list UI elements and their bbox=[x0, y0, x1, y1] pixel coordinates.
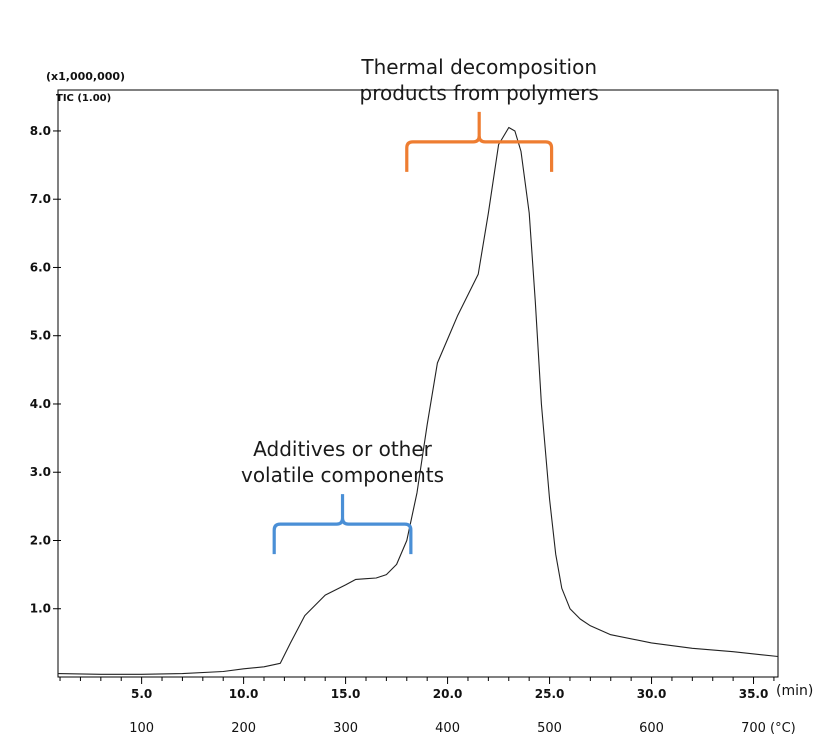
annotation-text: Additives or other bbox=[253, 437, 432, 461]
y-scale-label: (x1,000,000) bbox=[46, 70, 125, 83]
trace-label: TIC (1.00) bbox=[56, 93, 111, 104]
x-tick-label: 35.0 bbox=[739, 687, 769, 701]
x-tick-label: 20.0 bbox=[433, 687, 463, 701]
x-tick-label: 10.0 bbox=[229, 687, 259, 701]
annotation-text: volatile components bbox=[241, 463, 444, 487]
y-tick-label: 7.0 bbox=[30, 192, 51, 206]
x-tick-label: 5.0 bbox=[131, 687, 152, 701]
annotation-text: Thermal decomposition bbox=[360, 55, 597, 79]
annotation-bracket bbox=[405, 111, 554, 172]
y-tick-label: 8.0 bbox=[30, 124, 51, 138]
y-tick-label: 4.0 bbox=[30, 397, 51, 411]
x-tick-label: 30.0 bbox=[637, 687, 667, 701]
y-tick-label: 1.0 bbox=[30, 602, 51, 616]
temp-tick-label: 200 bbox=[231, 721, 256, 736]
temp-tick-label: 400 bbox=[435, 721, 460, 736]
x-unit-label: (min) bbox=[776, 683, 813, 699]
temp-tick-label: 700 bbox=[741, 721, 766, 736]
x-tick-label: 15.0 bbox=[331, 687, 361, 701]
annotation-bracket bbox=[272, 494, 413, 555]
temp-tick-label: 100 bbox=[129, 721, 154, 736]
y-tick-label: 3.0 bbox=[30, 465, 51, 479]
temp-tick-label: 500 bbox=[537, 721, 562, 736]
temp-tick-label: 300 bbox=[333, 721, 358, 736]
temp-unit-label: (°C) bbox=[770, 721, 796, 736]
plot-area: 1.0 2.0 3.0 4.0 5.0 6.0 7.0 8.0 5.0 10.0 15.0 20.0 2… bbox=[30, 89, 779, 736]
y-tick-label: 6.0 bbox=[30, 260, 51, 274]
temp-tick-label: 600 bbox=[639, 721, 664, 736]
x-tick-label: 25.0 bbox=[535, 687, 565, 701]
annotation-text: products from polymers bbox=[360, 81, 599, 105]
y-tick-label: 2.0 bbox=[30, 533, 51, 547]
series-line bbox=[57, 126, 779, 675]
plot-frame bbox=[57, 89, 779, 678]
y-tick-label: 5.0 bbox=[30, 329, 51, 343]
